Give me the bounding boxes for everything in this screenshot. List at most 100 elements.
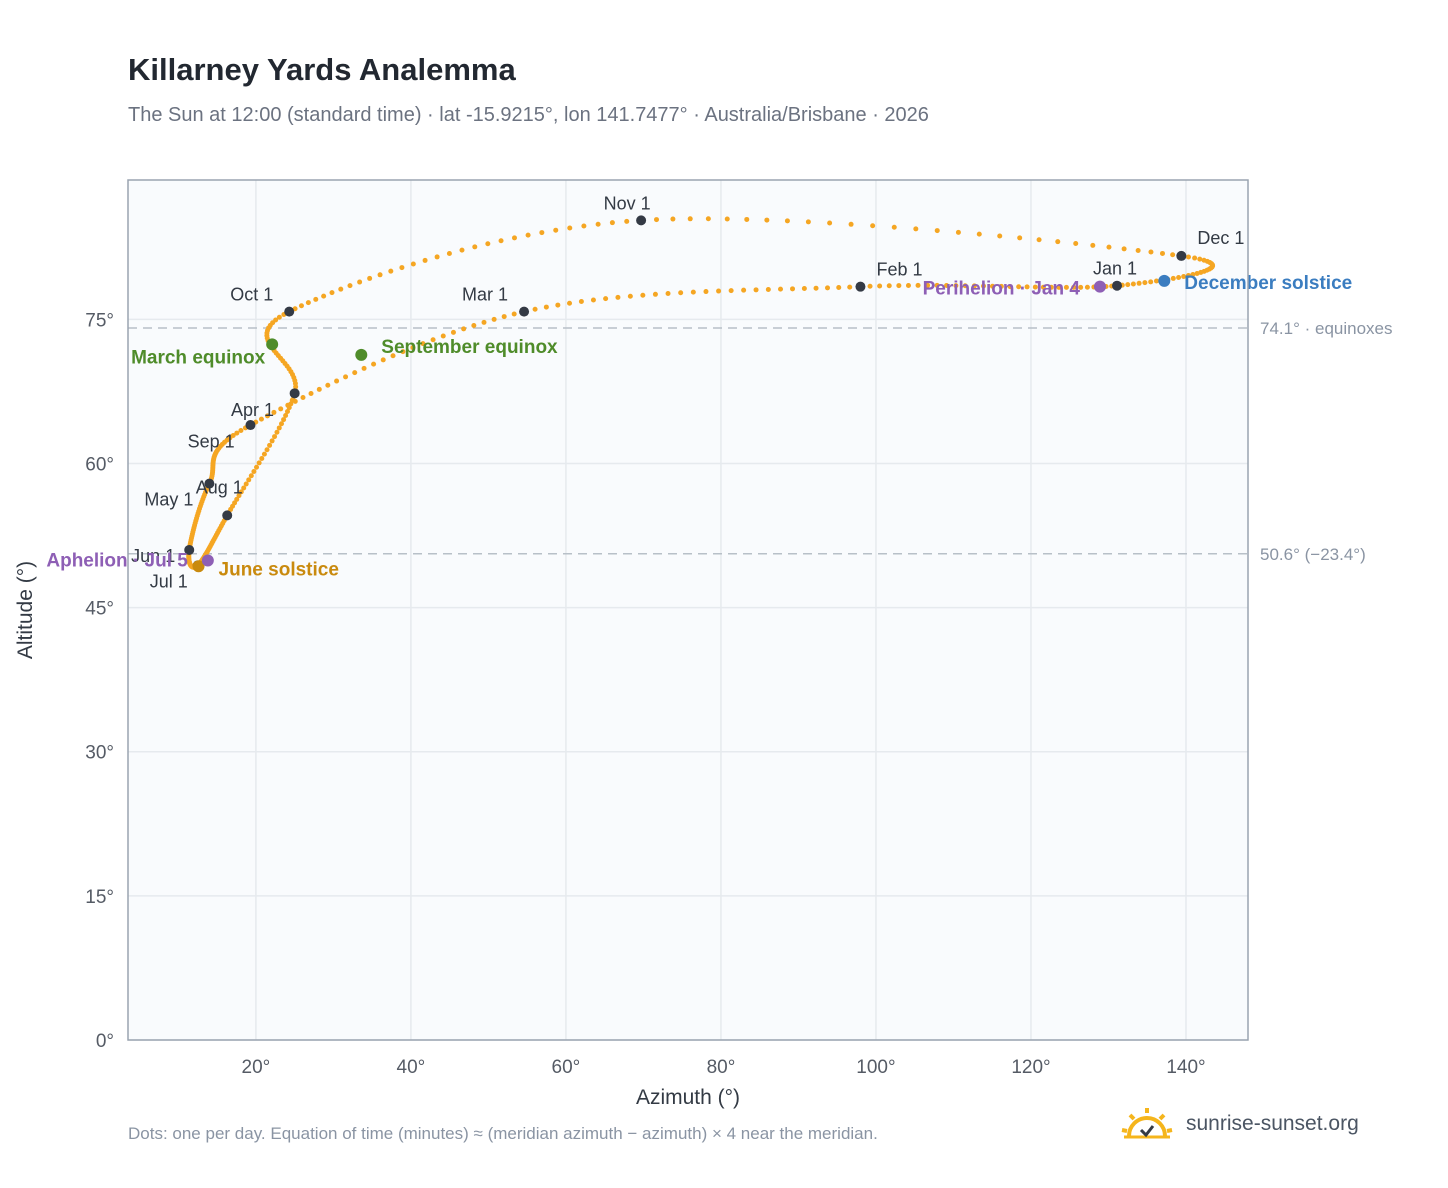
daily-dot [236, 493, 242, 499]
daily-dot [248, 473, 254, 479]
y-axis-ticks: 0° 15° 30° 45° 60° 75° [85, 310, 114, 1052]
daily-dot [1192, 255, 1198, 261]
daily-dot [690, 289, 696, 295]
daily-dot [273, 317, 279, 323]
daily-dot [790, 286, 796, 292]
footnote: Dots: one per day. Equation of time (min… [128, 1124, 878, 1143]
daily-dot [286, 405, 292, 411]
month-marker-label: Jul 1 [150, 571, 188, 591]
daily-dot [891, 224, 897, 230]
daily-dot [1007, 284, 1013, 290]
x-tick-label: 80° [707, 1057, 736, 1078]
daily-dot [934, 228, 940, 234]
month-marker [184, 544, 195, 555]
daily-dot [744, 216, 750, 222]
daily-dot [1017, 235, 1023, 241]
daily-dot [371, 361, 377, 367]
daily-dot [1063, 284, 1069, 290]
daily-dot [848, 221, 854, 227]
daily-dot [511, 235, 517, 241]
event-label: June solstice [219, 559, 339, 580]
x-tick-label: 100° [856, 1057, 895, 1078]
daily-dot [256, 460, 262, 466]
daily-dot [1032, 284, 1038, 290]
daily-dot [430, 337, 436, 343]
daily-dot [998, 283, 1004, 289]
brand[interactable]: sunrise-sunset.org [1120, 1102, 1359, 1146]
daily-dot [603, 296, 609, 302]
y-tick-label: 60° [85, 454, 114, 475]
daily-dot [728, 288, 734, 294]
daily-dot [553, 227, 559, 233]
daily-dot [1071, 284, 1077, 290]
daily-dot [687, 216, 693, 222]
daily-dot [264, 447, 270, 453]
daily-dot [525, 232, 531, 238]
daily-dot [971, 283, 977, 289]
daily-dot [361, 365, 367, 371]
daily-dot [981, 283, 987, 289]
y-tick-label: 45° [85, 599, 114, 620]
daily-dot [485, 241, 491, 247]
daily-dot [1153, 278, 1159, 284]
event-label: September equinox [381, 337, 558, 358]
daily-dot [1176, 274, 1182, 280]
daily-dot [870, 223, 876, 229]
month-marker-label: Jun 1 [131, 546, 175, 566]
daily-dot [338, 286, 344, 292]
daily-dot [261, 451, 267, 457]
daily-dot [705, 216, 711, 222]
daily-dot [1148, 249, 1154, 255]
daily-dot [272, 434, 278, 440]
event-marker [192, 560, 205, 573]
month-marker [204, 478, 215, 489]
daily-dot [627, 293, 633, 299]
daily-dot [380, 357, 386, 363]
event-markers: March equinox September equinox June solst… [46, 273, 1352, 580]
x-tick-label: 40° [397, 1057, 426, 1078]
daily-dot [1159, 250, 1165, 256]
daily-dot [241, 485, 247, 491]
daily-dot [343, 374, 349, 380]
daily-dot [246, 477, 252, 483]
daily-dot [590, 297, 596, 303]
daily-dot [450, 329, 456, 335]
daily-dot [1106, 244, 1112, 250]
event-marker [355, 348, 368, 361]
daily-dot [329, 290, 335, 296]
daily-dot [665, 290, 671, 296]
month-marker-label: Mar 1 [462, 285, 508, 305]
sun-logo-icon [1121, 1108, 1173, 1139]
daily-dot [511, 311, 517, 317]
daily-dot [1148, 279, 1154, 285]
daily-dot [284, 408, 290, 414]
daily-dot [388, 268, 394, 274]
daily-dot [1185, 254, 1191, 260]
daily-dot [539, 230, 545, 236]
daily-dot [827, 220, 833, 226]
reference-line-label: 50.6° (−23.4°) [1260, 545, 1366, 564]
daily-dot [259, 456, 265, 462]
daily-dot [915, 282, 921, 288]
y-tick-label: 75° [85, 310, 114, 331]
daily-dot [446, 251, 452, 257]
daily-dot [278, 406, 284, 412]
daily-dot [784, 218, 790, 224]
daily-dot [847, 284, 853, 290]
daily-dot [670, 216, 676, 222]
daily-dot [461, 326, 467, 332]
month-marker-label: Nov 1 [604, 193, 651, 213]
daily-dot [400, 349, 406, 355]
daily-dot [1078, 284, 1084, 290]
daily-dot [581, 223, 587, 229]
daily-dot [472, 244, 478, 250]
daily-dot [934, 282, 940, 288]
brand-name[interactable]: sunrise-sunset.org [1186, 1112, 1359, 1135]
daily-dot [825, 285, 831, 291]
reference-lines: 74.1° · equinoxes 50.6° (−23.4°) [128, 319, 1393, 564]
daily-dot [238, 489, 244, 495]
month-marker-label: Apr 1 [231, 400, 274, 420]
daily-dot [1142, 280, 1148, 286]
daily-dot [271, 409, 277, 415]
daily-dot [1073, 241, 1079, 247]
